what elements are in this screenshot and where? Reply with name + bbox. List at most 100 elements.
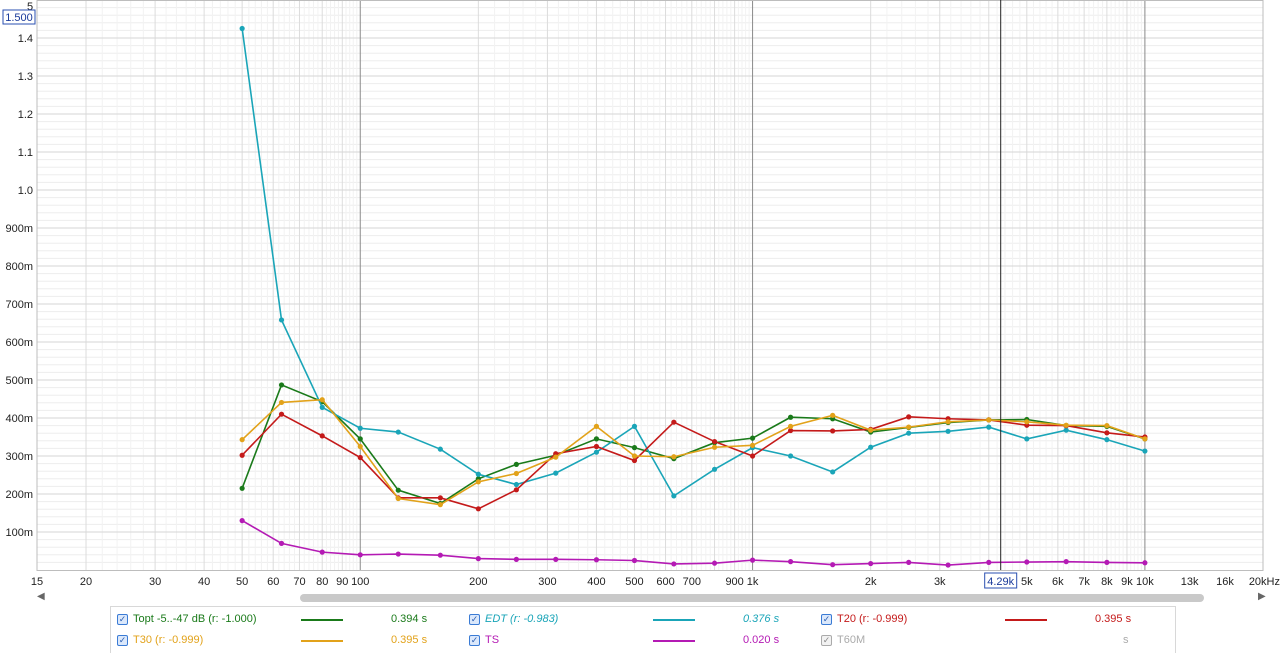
checkbox-t20[interactable]: ✓	[821, 613, 832, 625]
series-point	[357, 454, 363, 461]
series-point	[278, 399, 285, 406]
x-tick-label: 60	[267, 576, 279, 588]
series-point	[239, 485, 245, 491]
y-tick-label-overflow: 5	[27, 1, 33, 13]
rt-chart[interactable]: 100m 200m 300m 400m 500m 600m 700m 800m 900m 1.0 1…	[0, 0, 1280, 590]
series-point	[357, 552, 363, 558]
series-point	[475, 471, 481, 477]
series-point	[1063, 559, 1069, 565]
legend-label-topt: Topt -5..-47 dB (r: -1.000)	[133, 613, 257, 625]
series-point	[986, 417, 992, 423]
series-point	[787, 423, 794, 429]
checkbox-t60m[interactable]: ✓	[821, 634, 832, 646]
series-point	[749, 442, 756, 448]
series-point	[830, 469, 836, 475]
legend-item-edt[interactable]: ✓ EDT (r: -0.983)	[469, 609, 558, 629]
legend-item-topt[interactable]: ✓ Topt -5..-47 dB (r: -1.000)	[117, 609, 257, 629]
series-point	[631, 557, 638, 564]
series-point	[513, 481, 519, 488]
series-point	[671, 454, 677, 460]
series-point	[593, 423, 600, 429]
series-point	[1024, 436, 1030, 442]
series-line	[241, 398, 1146, 506]
series-point	[711, 444, 718, 450]
legend-item-ts[interactable]: ✓ TS	[469, 630, 499, 650]
series-point	[787, 427, 794, 434]
series-point	[437, 502, 443, 508]
legend-swatch-ts	[653, 640, 695, 642]
legend-panel: ✓ Topt -5..-47 dB (r: -1.000) 0.394 s ✓ …	[110, 606, 1176, 653]
y-tick-label: 1.2	[18, 109, 33, 121]
x-tick-label: 700	[683, 576, 701, 588]
series-point	[830, 562, 836, 568]
series-point	[357, 425, 363, 431]
series-point	[787, 414, 794, 420]
series-point	[357, 436, 363, 442]
legend-label-t30: T30 (r: -0.999)	[133, 634, 204, 646]
checkbox-topt[interactable]: ✓	[117, 613, 128, 625]
scroll-left-icon[interactable]: ◀	[37, 591, 45, 602]
checkbox-edt[interactable]: ✓	[469, 613, 480, 625]
series-point	[1142, 560, 1148, 566]
series-point	[593, 443, 600, 450]
x-tick-label: 40	[198, 576, 210, 588]
series-point	[593, 449, 600, 455]
series-layer	[239, 25, 1148, 568]
y-tick-label: 700m	[5, 299, 33, 311]
series-point	[1104, 430, 1110, 436]
cursor: 4.29k	[984, 0, 1018, 589]
legend-value-topt: 0.394 s	[391, 613, 428, 625]
legend-item-t30[interactable]: ✓ T30 (r: -0.999)	[117, 630, 203, 650]
x-tick-label: 20kHz	[1249, 576, 1280, 588]
series-point	[475, 479, 481, 485]
x-tick-label: 20	[80, 576, 92, 588]
series-point	[239, 437, 245, 443]
series-point	[631, 423, 638, 429]
series-point	[319, 549, 325, 555]
series-point	[906, 430, 912, 436]
legend-item-t20[interactable]: ✓ T20 (r: -0.999)	[821, 609, 907, 629]
series-point	[671, 561, 677, 567]
series-point	[749, 453, 756, 459]
series-point	[830, 428, 836, 434]
scroll-right-icon[interactable]: ▶	[1258, 591, 1266, 602]
x-tick-label: 9k	[1121, 576, 1133, 588]
x-tick-label: 7k	[1078, 576, 1090, 588]
series-point	[1104, 559, 1110, 566]
x-tick-label: 6k	[1052, 576, 1064, 588]
series-point	[437, 495, 443, 501]
legend-item-t60m[interactable]: ✓ T60M	[821, 630, 865, 650]
checkbox-ts[interactable]: ✓	[469, 634, 480, 646]
legend-value-edt: 0.376 s	[743, 613, 780, 625]
x-tick-label: 80	[316, 576, 328, 588]
x-tick-label: 70	[293, 576, 305, 588]
legend-swatch-topt	[301, 619, 343, 621]
series-point	[395, 551, 401, 557]
series-point	[711, 560, 718, 566]
series-point	[475, 556, 481, 562]
series-point	[278, 540, 285, 547]
cursor-label-box	[984, 572, 1018, 589]
x-axis-ticks: 15 20 30 40 50 60 70 80 90 100 200 300 400 500 600 700 9…	[31, 576, 1280, 588]
x-tick-label: 200	[469, 576, 487, 588]
y-tick-label: 300m	[5, 451, 33, 463]
checkbox-t30[interactable]: ✓	[117, 634, 128, 646]
series-point	[749, 435, 756, 441]
series-point	[239, 25, 245, 32]
y-axis-ticks: 100m 200m 300m 400m 500m 600m 700m 800m 900m 1.0 1…	[2, 1, 36, 539]
x-tick-label: 16k	[1216, 576, 1234, 588]
series-point	[1142, 448, 1148, 454]
horizontal-scrollbar[interactable]: ◀ ▶	[0, 590, 1280, 606]
series-point	[671, 493, 677, 499]
series-point	[553, 470, 559, 476]
series-point	[319, 397, 325, 403]
scroll-thumb[interactable]	[300, 594, 1204, 602]
x-tick-label: 3k	[934, 576, 946, 588]
series-point	[437, 446, 443, 452]
series-point	[868, 427, 874, 433]
series-point	[553, 454, 559, 460]
x-tick-label: 13k	[1181, 576, 1199, 588]
x-tick-label: 900	[725, 576, 743, 588]
series-point	[1063, 422, 1069, 428]
x-tick-label: 600	[656, 576, 674, 588]
